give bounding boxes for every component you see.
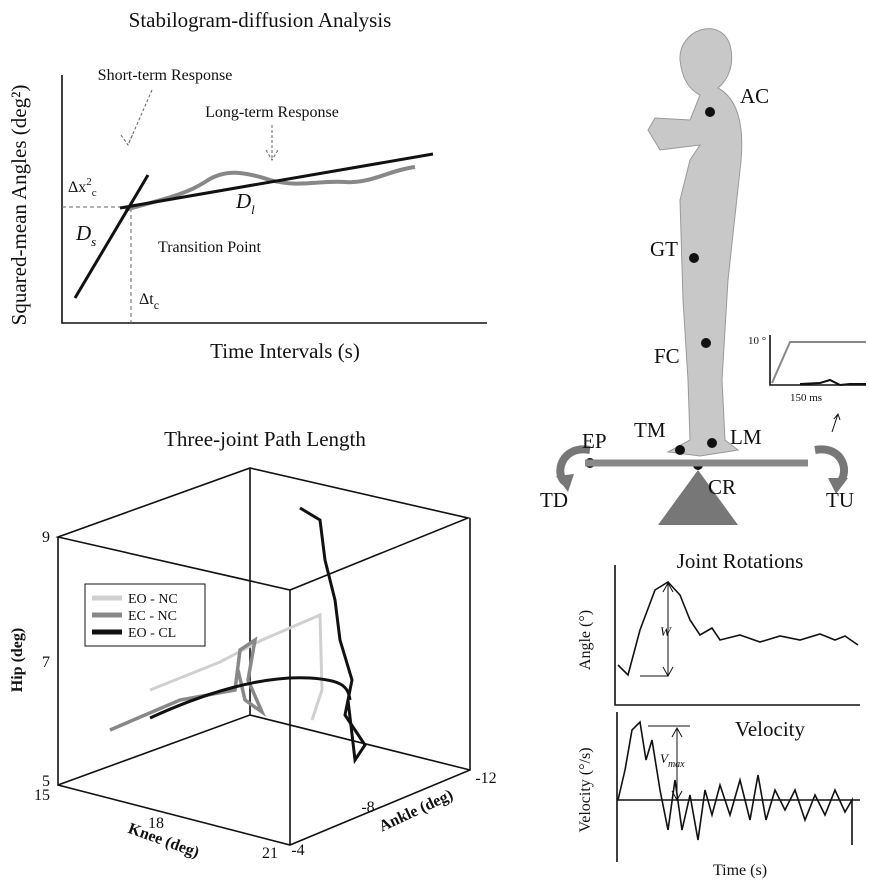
rotation-arrow — [556, 474, 574, 492]
curve — [124, 165, 416, 212]
point-label: FC — [654, 344, 680, 368]
point-label: TU — [826, 488, 854, 512]
arrow — [831, 412, 841, 433]
label: Δx2c — [68, 176, 97, 199]
axis-label: Angle (°) — [577, 610, 594, 670]
annotation: Transition Point — [158, 239, 262, 256]
path-panel: Three-joint Path Length 9 7 5 Hip (deg) … — [9, 427, 497, 862]
tick-label: -8 — [361, 799, 374, 816]
label: s — [91, 234, 96, 249]
label: 2 — [86, 176, 92, 188]
axes — [61, 75, 487, 324]
y-label: Squared-mean Angles (deg²) — [7, 85, 31, 326]
tick-label: 15 — [34, 787, 50, 804]
figure-panel: AC GT FC TM LM EP CR TD TU 10 ° 150 ms — [540, 28, 866, 525]
inset-axes — [769, 335, 866, 386]
fit-line — [73, 152, 434, 299]
tick-label: -12 — [475, 770, 496, 787]
annotation: Long-term Response — [205, 104, 339, 121]
guide — [62, 206, 132, 323]
label: Vmax — [660, 751, 685, 770]
axes — [616, 712, 860, 862]
trace — [149, 506, 367, 765]
label: c — [92, 187, 97, 199]
tick-label: 5 — [42, 773, 50, 790]
label: W — [660, 624, 672, 639]
label: D — [75, 221, 91, 245]
tick-label: 21 — [262, 845, 278, 862]
label: Dl — [235, 189, 255, 217]
label: Δx — [68, 179, 86, 196]
label: max — [668, 759, 685, 770]
angle-trace — [617, 580, 859, 677]
axis-label: Ankle (deg) — [376, 786, 455, 835]
point-label: LM — [730, 425, 762, 449]
tick-label: 7 — [42, 654, 50, 671]
legend-label: EO - CL — [128, 626, 176, 641]
label: V — [660, 751, 670, 766]
inset-trace — [771, 341, 866, 384]
arrow — [265, 125, 279, 161]
sda-panel: Stabilogram-diffusion Analysis Squared-m… — [7, 8, 487, 363]
label: c — [154, 298, 159, 312]
tick-label: 18 — [148, 815, 164, 832]
tick-label: 9 — [42, 529, 50, 546]
axes — [614, 565, 860, 706]
point-label: AC — [740, 84, 769, 108]
legend-label: EO - NC — [128, 592, 178, 607]
inset-label: 150 ms — [790, 392, 822, 404]
trace — [149, 612, 324, 721]
arrow — [120, 89, 153, 147]
tick-label: -4 — [291, 842, 304, 859]
label: Δtc — [139, 291, 159, 312]
pivot — [658, 470, 738, 525]
human — [647, 28, 743, 457]
amplitude — [640, 581, 674, 678]
label: Δt — [139, 291, 154, 308]
velocity-trace — [617, 720, 853, 845]
x-label: Time Intervals (s) — [210, 339, 360, 363]
title: Joint Rotations — [677, 549, 804, 573]
axis-label: Hip (deg) — [9, 628, 26, 692]
box — [55, 467, 471, 846]
point-label: TM — [634, 418, 666, 442]
rotation-arrow — [828, 478, 848, 494]
title: Three-joint Path Length — [164, 427, 366, 451]
label: l — [251, 202, 255, 217]
subtitle: Velocity — [735, 717, 805, 741]
inset-trace — [799, 378, 866, 387]
amplitude — [648, 725, 690, 802]
axis-label: Velocity (°/s) — [577, 747, 594, 832]
label: Ds — [75, 221, 96, 249]
point-label: CR — [708, 475, 736, 499]
annotation: Short-term Response — [98, 67, 233, 84]
inset-label: 10 ° — [748, 335, 766, 347]
title: Stabilogram-diffusion Analysis — [129, 8, 392, 32]
point-label: EP — [582, 429, 607, 453]
axis-label: Time (s) — [713, 862, 767, 879]
legend-label: EC - NC — [128, 609, 177, 624]
rotations-panel: Joint Rotations Angle (°) W Velocity Vel… — [577, 549, 860, 879]
point-label: TD — [540, 488, 568, 512]
label: D — [235, 189, 251, 213]
point-label: GT — [650, 237, 678, 261]
